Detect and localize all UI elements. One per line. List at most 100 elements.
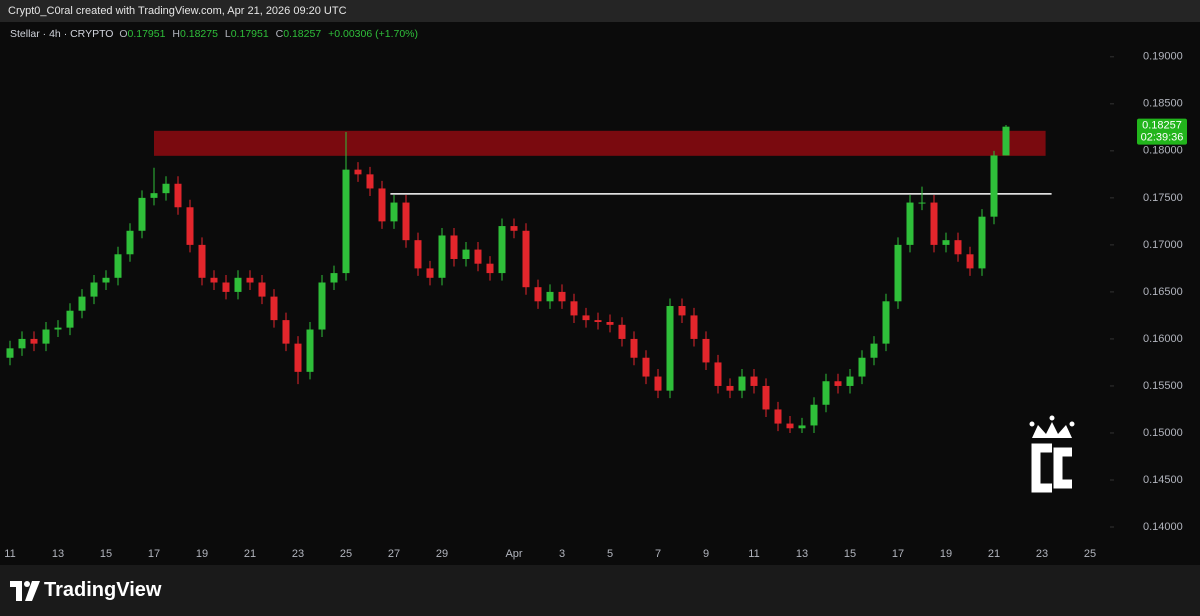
candle-body — [78, 296, 86, 311]
candle-body — [906, 202, 914, 245]
candle-body — [786, 423, 794, 429]
candle-body — [222, 282, 230, 292]
x-tick-label: 15 — [844, 548, 856, 560]
watermark-logo — [1029, 415, 1075, 493]
x-tick-label: 19 — [940, 548, 952, 560]
candle-body — [546, 291, 554, 302]
candle-body — [354, 169, 362, 175]
y-tick-label: 0.15500 — [1143, 380, 1183, 392]
x-tick-label: 23 — [1036, 548, 1048, 560]
candle-body — [618, 324, 626, 339]
candle-body — [18, 338, 26, 349]
candle-body — [378, 188, 386, 222]
candle-body — [366, 174, 374, 189]
candle-body — [702, 338, 710, 363]
candle-body — [294, 343, 302, 372]
candle-body — [186, 207, 194, 245]
candle-body — [834, 381, 842, 386]
candle-body — [426, 268, 434, 278]
candle-body — [282, 320, 290, 344]
high-key: H — [172, 28, 180, 40]
open-key: O — [119, 28, 128, 40]
candle-body — [210, 277, 218, 283]
x-tick-label: 11 — [4, 548, 15, 560]
candle-body — [654, 376, 662, 391]
candle-body — [522, 230, 530, 288]
x-tick-label: 27 — [388, 548, 400, 560]
candle-body — [534, 287, 542, 302]
candle-body — [666, 306, 674, 391]
candle-body — [690, 315, 698, 339]
candle-body — [846, 376, 854, 386]
candle-body — [318, 282, 326, 330]
change: +0.00306 (+1.70%) — [328, 28, 418, 40]
candle-body — [810, 404, 818, 426]
candle-body — [54, 327, 62, 330]
candle-body — [750, 376, 758, 386]
x-tick-label: 13 — [796, 548, 808, 560]
candle-body — [714, 362, 722, 386]
countdown-label: 02:39:36 — [1141, 132, 1184, 144]
last-price-tag — [1137, 118, 1187, 145]
candle-body — [414, 240, 422, 269]
candle-body — [918, 202, 926, 204]
candle-body — [966, 254, 974, 269]
candle-body — [138, 197, 146, 231]
candle-body — [174, 183, 182, 208]
candle-body — [342, 169, 350, 274]
candle-body — [438, 235, 446, 278]
low-key: L — [224, 28, 231, 40]
candle-body — [558, 291, 566, 302]
candle-body — [630, 338, 638, 358]
x-tick-label: 9 — [703, 548, 709, 560]
x-tick-label: 25 — [1084, 548, 1096, 560]
x-tick-label: 23 — [292, 548, 304, 560]
close-key: C — [275, 28, 284, 40]
header-bar: Crypt0_C0ral created with TradingView.co… — [0, 0, 1200, 22]
candle-body — [30, 338, 38, 344]
candle-body — [870, 343, 878, 358]
candle-body — [258, 282, 266, 297]
close-value: 0.18257 — [283, 28, 322, 40]
x-tick-label: 15 — [100, 548, 112, 560]
candle-body — [762, 385, 770, 410]
brand: TradingView — [44, 579, 162, 601]
high-value: 0.18275 — [179, 28, 218, 40]
candle-body — [894, 244, 902, 302]
y-tick-label: 0.17500 — [1143, 192, 1183, 204]
candle-body — [942, 240, 950, 245]
candle-body — [606, 321, 614, 325]
candle-body — [402, 202, 410, 241]
candle-body — [198, 244, 206, 278]
candle-body — [306, 329, 314, 372]
candle-body — [510, 226, 518, 231]
candle-body — [486, 263, 494, 274]
candle-body — [990, 155, 998, 217]
candle-body — [858, 357, 866, 377]
candle-body — [474, 249, 482, 264]
candle-body — [882, 301, 890, 344]
x-tick-label: Apr — [505, 548, 522, 560]
y-tick-label: 0.16500 — [1143, 286, 1183, 298]
candle-body — [798, 425, 806, 429]
candle-body — [102, 277, 110, 283]
y-tick-label: 0.19000 — [1143, 51, 1183, 63]
x-tick-label: 17 — [892, 548, 904, 560]
candle-body — [822, 381, 830, 405]
candle-body — [978, 216, 986, 269]
candle-body — [330, 273, 338, 283]
candle-body — [66, 310, 74, 328]
candle-body — [42, 329, 50, 344]
chart: 0.14000 0.14500 0.15000 0.15500 0.16000 0.165… — [4, 51, 1187, 560]
x-tick-label: 3 — [559, 548, 565, 560]
credit: Crypt0_C0ral created with TradingView.co… — [8, 5, 347, 17]
x-tick-label: 11 — [748, 548, 759, 560]
y-tick-label: 0.18000 — [1143, 145, 1183, 157]
candle-body — [642, 357, 650, 377]
candle-body — [1002, 126, 1010, 156]
candle-body — [594, 320, 602, 322]
x-tick-label: 25 — [340, 548, 352, 560]
candle-body — [450, 235, 458, 259]
candle-body — [954, 240, 962, 255]
